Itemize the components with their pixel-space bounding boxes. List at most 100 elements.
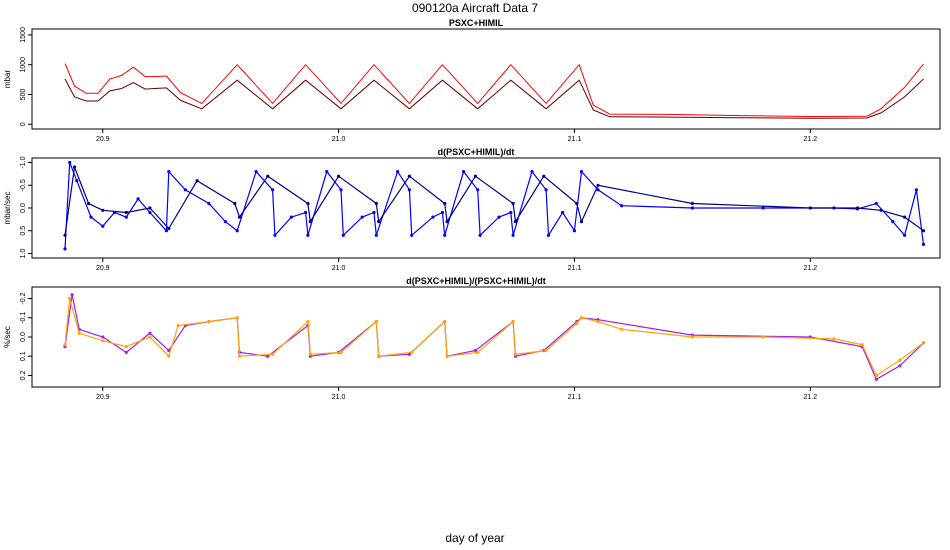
data-point <box>620 327 624 331</box>
data-point <box>410 350 414 354</box>
plot-frame <box>31 28 941 130</box>
series-group <box>64 63 924 119</box>
data-point <box>473 348 477 353</box>
data-point <box>445 354 449 358</box>
data-point <box>903 233 907 237</box>
panel-3: d(PSXC+HIMIL)/(PSXC+HIMIL)/dt %/sec -0.2 -0… <box>3 276 941 401</box>
data-point <box>237 215 242 219</box>
data-point <box>75 179 79 183</box>
data-point <box>473 174 477 178</box>
panel-title: PSXC+HIMIL <box>449 18 504 28</box>
data-point <box>167 348 171 353</box>
y-tick-label: -1.0 <box>20 156 27 168</box>
data-point <box>254 170 258 174</box>
data-point <box>101 339 105 343</box>
data-point <box>596 183 600 187</box>
data-point <box>271 352 275 356</box>
data-point <box>164 229 168 233</box>
data-point <box>511 233 515 237</box>
x-axis-label: day of year <box>445 531 505 545</box>
data-point <box>561 210 565 215</box>
data-point <box>124 210 128 215</box>
data-point <box>690 335 695 339</box>
data-point <box>513 220 518 224</box>
data-point <box>396 170 400 174</box>
data-point <box>761 206 765 210</box>
data-point <box>306 320 310 324</box>
data-point <box>266 354 270 358</box>
data-point <box>476 350 480 354</box>
data-point <box>223 220 227 224</box>
data-point <box>77 331 81 335</box>
y-tick-label: -0.1 <box>20 312 27 324</box>
data-point <box>339 188 343 192</box>
data-point <box>377 354 381 358</box>
data-point <box>431 215 435 219</box>
data-point <box>325 170 329 174</box>
data-point <box>183 188 187 192</box>
data-point <box>497 215 501 219</box>
data-point <box>167 354 171 358</box>
data-point <box>87 201 91 206</box>
data-point <box>921 242 926 246</box>
data-point <box>306 233 310 237</box>
data-point <box>207 320 211 324</box>
data-point <box>921 229 926 233</box>
data-point <box>443 201 447 206</box>
x-tick-label: 20.9 <box>96 265 110 272</box>
data-point <box>596 188 600 192</box>
y-tick-label: 0.0 <box>20 332 27 342</box>
data-point <box>289 215 293 219</box>
x-tick-label: 21.1 <box>568 394 582 401</box>
panel-title: d(PSXC+HIMIL)/dt <box>438 147 515 157</box>
y-tick-label: 1000 <box>20 57 27 73</box>
data-point <box>690 201 695 206</box>
data-point <box>914 188 919 192</box>
data-point <box>443 320 447 324</box>
data-point <box>410 233 414 237</box>
data-point <box>63 233 67 237</box>
data-point <box>374 320 378 324</box>
panel-1: PSXC+HIMIL mbar 0 500 1000 1500 20.9 21.0 21.1 21… <box>3 18 941 143</box>
data-point <box>124 215 128 219</box>
data-point <box>136 197 140 201</box>
data-point <box>874 201 878 206</box>
data-point <box>874 373 878 378</box>
data-point <box>860 343 864 347</box>
y-axis-label: mbar/sec <box>3 192 12 225</box>
data-point <box>207 201 211 206</box>
data-point <box>374 201 378 206</box>
y-tick-label: 0.0 <box>20 203 27 213</box>
data-point <box>306 201 310 206</box>
y-tick-label: 1500 <box>20 27 27 43</box>
y-tick-label: 0.5 <box>20 226 27 236</box>
data-point <box>101 224 105 228</box>
x-tick-label: 21.2 <box>803 394 817 401</box>
data-point <box>407 188 411 192</box>
y-tick-label: 1.0 <box>20 248 27 258</box>
data-point <box>68 296 72 301</box>
y-tick-label: -0.5 <box>20 179 27 191</box>
data-point <box>360 215 364 219</box>
data-point <box>407 174 411 178</box>
data-point <box>445 220 449 224</box>
y-tick-label: -0.2 <box>20 292 27 304</box>
data-point <box>579 316 584 320</box>
data-point <box>544 188 548 192</box>
data-point <box>575 321 579 326</box>
data-point <box>339 350 343 354</box>
x-tick-label: 21.1 <box>568 265 582 272</box>
data-point <box>855 206 860 210</box>
data-point <box>891 220 895 224</box>
data-point <box>63 343 67 347</box>
series-line-2 <box>64 164 924 236</box>
data-point <box>544 348 548 353</box>
data-point <box>596 320 600 324</box>
data-point <box>374 233 378 237</box>
x-tick-label: 21.0 <box>332 265 346 272</box>
series-group <box>63 293 926 381</box>
data-point <box>440 210 444 215</box>
data-point <box>443 233 447 237</box>
data-point <box>148 335 152 339</box>
